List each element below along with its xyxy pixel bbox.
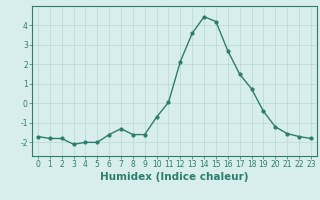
- X-axis label: Humidex (Indice chaleur): Humidex (Indice chaleur): [100, 172, 249, 182]
